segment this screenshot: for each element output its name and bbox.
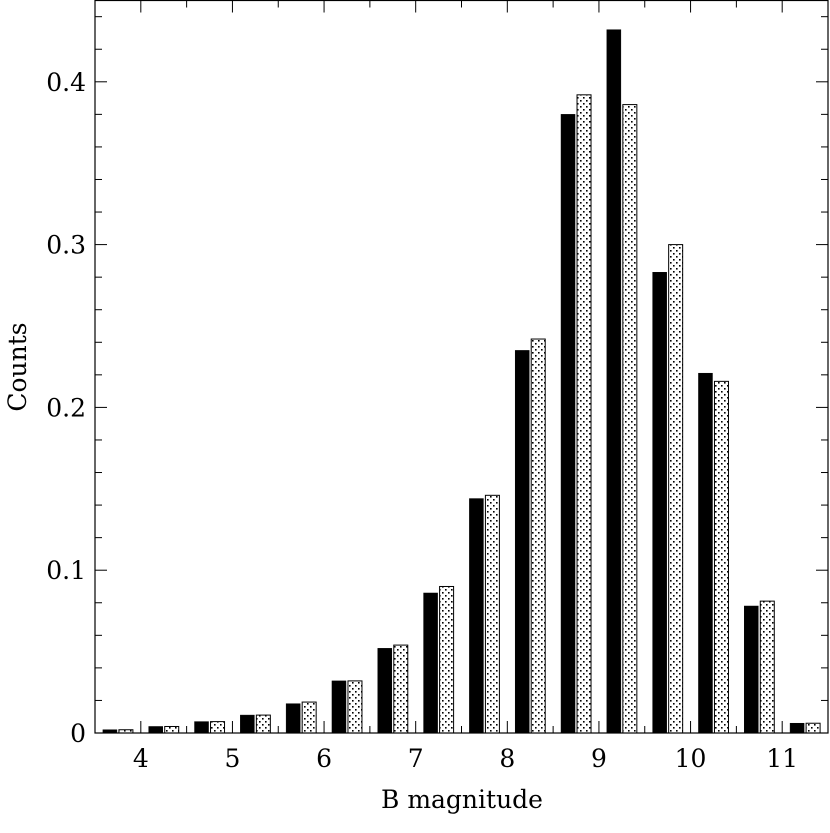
bar-dotted — [576, 94, 592, 734]
bar-solid — [606, 29, 622, 734]
bar-solid — [148, 726, 163, 734]
x-tick-label: 5 — [224, 744, 240, 773]
bar-solid — [240, 714, 255, 734]
y-tick-label: 0.3 — [46, 231, 86, 260]
bar-dotted — [255, 714, 271, 734]
x-tick-label: 9 — [591, 744, 607, 773]
bar-dotted — [301, 701, 317, 734]
x-tick-label: 10 — [675, 744, 707, 773]
bar-solid — [377, 648, 393, 734]
y-tick-label: 0.4 — [46, 68, 86, 97]
x-tick-label: 8 — [499, 744, 515, 773]
x-tick-label: 7 — [408, 744, 424, 773]
bar-dotted — [484, 494, 500, 734]
bar-dotted — [439, 585, 455, 734]
bars-group — [102, 29, 821, 734]
bar-solid — [744, 605, 759, 734]
bar-dotted — [393, 644, 409, 734]
y-axis-label: Counts — [3, 322, 32, 411]
x-tick-label: 4 — [133, 744, 149, 773]
bar-solid — [560, 114, 576, 734]
y-tick-label: 0 — [70, 719, 86, 748]
bar-solid — [698, 372, 713, 734]
bar-solid — [423, 592, 438, 734]
bar-solid — [194, 721, 209, 734]
plot-frame — [94, 0, 829, 734]
x-tick-label: 6 — [316, 744, 332, 773]
bar-solid — [331, 680, 347, 734]
bar-dotted — [668, 244, 684, 734]
bar-solid — [652, 272, 667, 734]
bar-solid — [285, 703, 301, 734]
bar-dotted — [530, 338, 546, 734]
bar-dotted — [347, 680, 363, 734]
bar-solid — [514, 350, 530, 734]
bar-dotted — [805, 722, 821, 734]
y-tick-label: 0.1 — [46, 556, 86, 585]
y-tick-label: 0.2 — [46, 393, 86, 422]
bar-solid — [789, 722, 805, 734]
bar-dotted — [713, 380, 729, 734]
bar-dotted — [759, 600, 775, 734]
bar-solid — [469, 498, 484, 734]
ticks-group: 4 5 6 7 8 9 10 11 0 0.1 0.2 0.3 0.4 — [46, 0, 829, 773]
bar-dotted — [622, 104, 638, 734]
x-axis-label: B magnitude — [381, 785, 543, 814]
bar-dotted — [164, 725, 180, 734]
x-tick-label: 11 — [766, 744, 798, 773]
bar-dotted — [210, 721, 226, 734]
